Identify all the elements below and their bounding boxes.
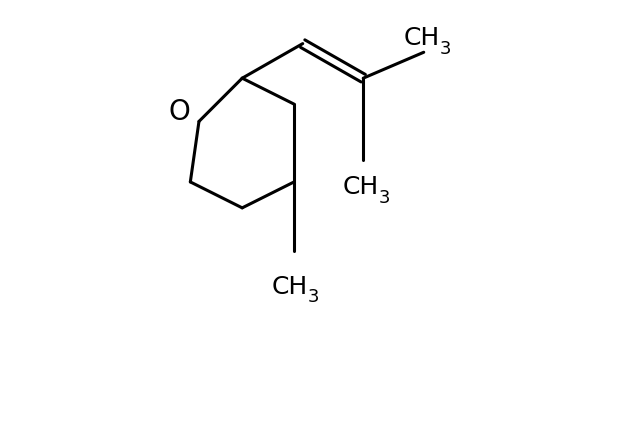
Text: CH: CH <box>271 274 308 298</box>
Text: 3: 3 <box>440 40 451 58</box>
Text: 3: 3 <box>308 288 319 306</box>
Text: CH: CH <box>403 26 440 50</box>
Text: CH: CH <box>343 175 379 199</box>
Text: O: O <box>169 97 191 125</box>
Text: 3: 3 <box>379 189 390 207</box>
